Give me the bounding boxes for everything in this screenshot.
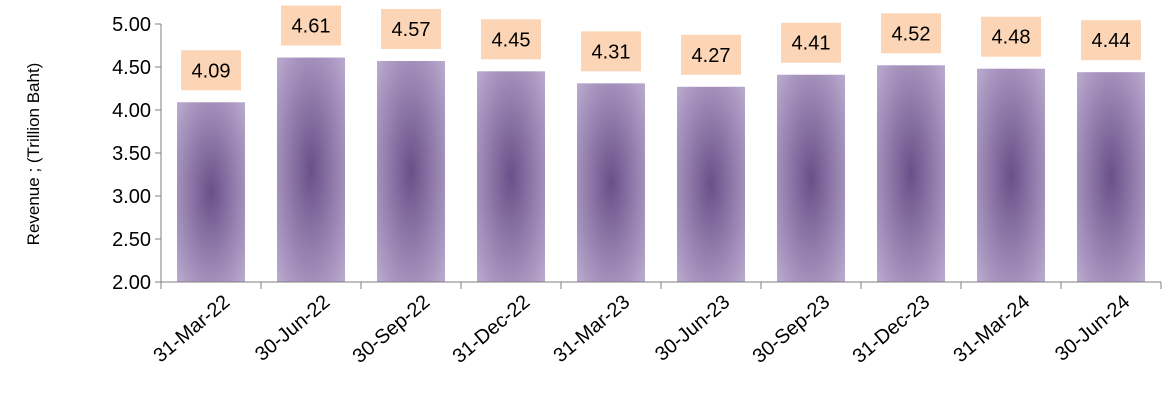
bar xyxy=(977,68,1045,282)
x-tick-label: 31-Dec-23 xyxy=(849,291,935,368)
bar xyxy=(677,86,745,282)
data-label: 4.48 xyxy=(992,27,1031,49)
x-axis: 31-Mar-22 30-Jun-22 30-Sep-22 31-Dec-22 31-M… xyxy=(149,281,1162,368)
y-tick-label: 5.00 xyxy=(112,14,151,36)
bar xyxy=(177,102,245,282)
data-label-box xyxy=(981,16,1041,57)
data-label-box xyxy=(681,34,741,75)
bar xyxy=(277,57,345,282)
y-tick-label: 4.50 xyxy=(112,57,151,79)
x-tick-label: 30-Jun-23 xyxy=(651,291,734,366)
y-axis-title: Revenue ; (Trillion Baht) xyxy=(24,63,43,246)
x-tick-label: 30-Sep-22 xyxy=(349,291,435,368)
data-label-box xyxy=(181,50,241,91)
data-label: 4.09 xyxy=(192,60,231,82)
bar xyxy=(477,71,545,282)
x-tick-label: 30-Jun-22 xyxy=(251,291,334,366)
y-tick-label: 3.50 xyxy=(112,143,151,165)
x-tick-label: 31-Dec-22 xyxy=(449,291,535,368)
bar xyxy=(577,83,645,282)
data-label-box xyxy=(881,13,941,54)
y-tick-label: 3.00 xyxy=(112,186,151,208)
data-label: 4.52 xyxy=(892,23,931,45)
x-tick-label: 31-Mar-23 xyxy=(549,291,634,367)
data-label-box xyxy=(481,19,541,60)
x-tick-label: 30-Sep-23 xyxy=(749,291,835,368)
bar xyxy=(1077,72,1145,282)
data-label: 4.45 xyxy=(492,29,531,51)
y-tick-label: 2.50 xyxy=(112,229,151,251)
data-labels-group: 4.09 4.61 4.57 4.45 4.31 4.27 4.41 4.52 4.48 4.44 xyxy=(181,5,1141,91)
data-label-box xyxy=(381,8,441,49)
y-axis: 2.00 2.50 3.00 3.50 4.00 4.50 5.00 xyxy=(112,14,162,294)
data-label-box xyxy=(581,31,641,72)
bars-group xyxy=(177,57,1145,283)
data-label-box xyxy=(281,5,341,46)
x-tick-label: 31-Mar-22 xyxy=(149,291,234,367)
bar xyxy=(377,60,445,283)
data-label: 4.57 xyxy=(392,19,431,41)
y-tick-label: 2.00 xyxy=(112,272,151,294)
data-label-box xyxy=(1081,20,1141,61)
x-tick-label: 30-Jun-24 xyxy=(1051,291,1134,366)
data-label: 4.61 xyxy=(292,16,331,38)
x-tick-label: 31-Mar-24 xyxy=(949,291,1034,367)
data-label-box xyxy=(781,22,841,63)
bar xyxy=(877,65,945,282)
data-label: 4.27 xyxy=(692,45,731,67)
data-label: 4.41 xyxy=(792,33,831,55)
data-label: 4.44 xyxy=(1092,30,1131,52)
data-label: 4.31 xyxy=(592,41,631,63)
y-tick-label: 4.00 xyxy=(112,100,151,122)
bar xyxy=(777,74,845,283)
